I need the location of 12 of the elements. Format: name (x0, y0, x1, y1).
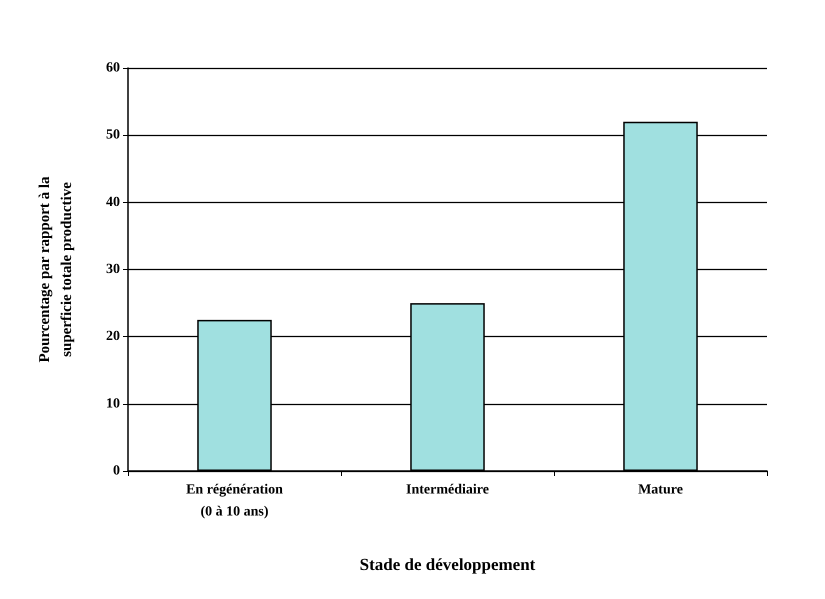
y-tick-label: 60 (106, 60, 120, 76)
y-tick-label: 10 (106, 396, 120, 412)
y-tick-label: 50 (106, 128, 120, 143)
x-tick-label: Intermédiaire (406, 482, 489, 498)
y-tick-label: 0 (113, 464, 120, 478)
x-tick-label: Mature (638, 482, 683, 498)
y-axis-title: Pourcentage par rapport à la superficie totale productive (37, 176, 75, 363)
y-tick-label: 20 (106, 329, 120, 344)
x-tick-label: En régénération (0 à 10 ans) (186, 482, 284, 520)
y-tick-label: 40 (106, 194, 120, 210)
x-axis-title: Stade de développement (360, 555, 536, 574)
y-tick-label: 30 (106, 262, 120, 277)
